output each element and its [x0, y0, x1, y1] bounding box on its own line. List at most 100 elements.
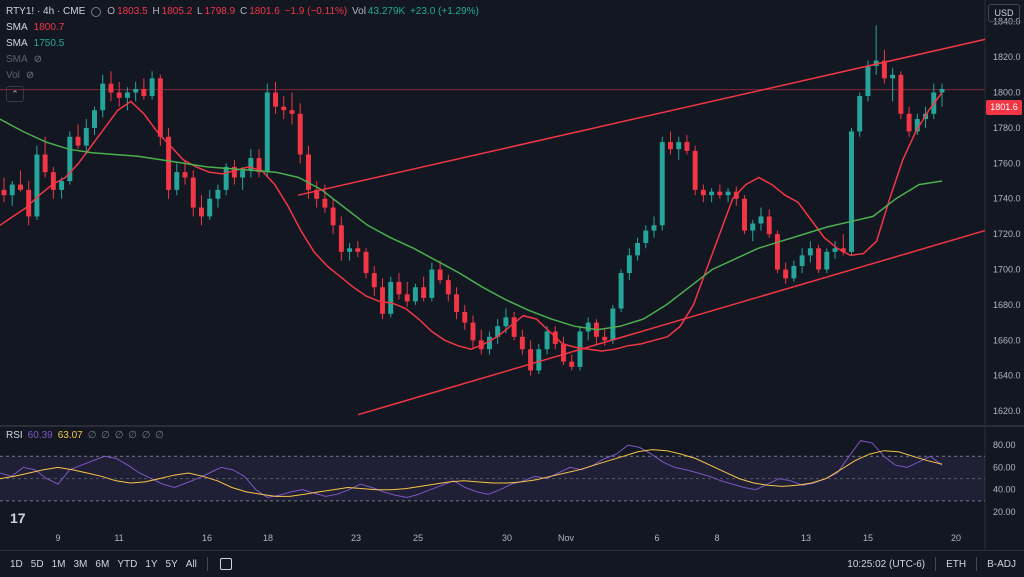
candle-body — [799, 255, 805, 266]
candle-body — [890, 74, 896, 79]
indicator-value: 1800.7 — [33, 22, 65, 33]
indicator-sma-fast[interactable]: SMA 1800.7 — [6, 20, 481, 36]
calendar-icon[interactable] — [219, 558, 232, 570]
timeframe-5y[interactable]: 5Y — [165, 558, 178, 570]
candle-body — [717, 191, 723, 196]
candle-body — [840, 248, 846, 252]
price-tick-label: 1700.0 — [993, 265, 1021, 275]
price-tick-label: 1800.0 — [993, 88, 1021, 98]
candle-body — [190, 177, 196, 208]
symbol-title[interactable]: RTY1! · 4h · CME — [6, 6, 86, 17]
candle-body — [421, 287, 427, 298]
candle-body — [585, 322, 591, 332]
candle-body — [83, 127, 89, 146]
candle-body — [709, 191, 715, 196]
collapse-legend-button[interactable]: ⌃ — [6, 86, 24, 102]
price-tick-label: 1760.0 — [993, 158, 1021, 168]
candle-body — [914, 119, 920, 132]
candle-body — [297, 113, 303, 155]
timeframe-1d[interactable]: 1D — [10, 558, 23, 570]
candle-body — [396, 281, 402, 295]
chart-canvas[interactable]: 1840.01820.01800.01780.01760.01740.01720… — [0, 0, 1024, 550]
candle-body — [783, 269, 789, 279]
candle-body — [404, 294, 410, 302]
candle-body — [380, 287, 385, 314]
adjustment-toggle[interactable]: B-ADJ — [987, 558, 1016, 570]
candle-body — [528, 349, 534, 371]
rsi-ma-value: 63.07 — [57, 430, 83, 441]
candle-body — [774, 234, 780, 270]
candle-body — [166, 136, 172, 190]
low-label: L — [197, 6, 203, 17]
candle-body — [816, 248, 822, 270]
candle-body — [42, 154, 48, 173]
candle-body — [124, 92, 130, 98]
candle-body — [223, 166, 229, 190]
candle-body — [157, 78, 163, 137]
currency-selector[interactable]: USD — [988, 4, 1020, 22]
candle-body — [610, 308, 616, 341]
indicator-sma-slow[interactable]: SMA 1750.5 — [6, 36, 481, 52]
candle-body — [17, 184, 23, 190]
rsi-ma-line — [0, 449, 943, 497]
tradingview-logo-icon[interactable]: 17 — [10, 510, 26, 526]
candle-body — [108, 83, 114, 93]
candle-body — [766, 216, 772, 235]
eye-off-icon[interactable]: ⊘ — [25, 70, 35, 81]
candle-body — [881, 60, 887, 79]
timeframe-ytd[interactable]: YTD — [117, 558, 138, 570]
candle-body — [791, 265, 797, 279]
candle-body — [684, 142, 690, 151]
timeframe-3m[interactable]: 3M — [73, 558, 88, 570]
candle-body — [330, 207, 336, 226]
timeframe-1y[interactable]: 1Y — [145, 558, 158, 570]
candle-body — [231, 166, 237, 178]
rsi-tick-label: 60.00 — [993, 462, 1016, 472]
time-tick-label: 30 — [502, 533, 512, 543]
candle-body — [338, 225, 344, 252]
time-tick-label: 13 — [801, 533, 811, 543]
candle-body — [626, 255, 632, 274]
sma-fast-line — [0, 92, 943, 352]
rsi-name[interactable]: RSI — [6, 430, 23, 441]
eye-off-icon[interactable]: ⊘ — [33, 54, 43, 65]
clock-time[interactable]: 10:25:02 (UTC-6) — [847, 558, 926, 570]
timeframe-1m[interactable]: 1M — [51, 558, 66, 570]
candle-body — [182, 172, 188, 178]
candle-body — [519, 336, 525, 350]
candle-body — [26, 189, 32, 217]
volume-label: Vol — [352, 6, 366, 17]
candle-body — [725, 191, 731, 196]
candle-body — [149, 78, 155, 97]
lower-trendline — [357, 229, 986, 416]
indicator-name: SMA — [6, 22, 28, 33]
divider — [976, 557, 978, 571]
candle-body — [437, 269, 443, 281]
open-label: O — [107, 6, 116, 17]
ohlc-values: O 1803.5 H 1805.2 L 1798.9 C 1801.6 −1.9 (−0… — [107, 4, 481, 20]
timeframe-6m[interactable]: 6M — [95, 558, 110, 570]
rsi-empty-values: ∅ ∅ ∅ ∅ ∅ ∅ — [87, 430, 165, 441]
indicator-vol-hidden[interactable]: Vol ⊘ — [6, 68, 481, 84]
candle-body — [215, 189, 221, 199]
candle-body — [59, 181, 65, 190]
candle-body — [824, 251, 830, 270]
timeframe-5d[interactable]: 5D — [30, 558, 44, 570]
price-tick-label: 1720.0 — [993, 229, 1021, 239]
ohlc-row: RTY1! · 4h · CME O 1803.5 H 1805.2 L 1798.9… — [6, 4, 481, 20]
candle-body — [898, 74, 904, 114]
candle-body — [273, 92, 278, 107]
candle-body — [75, 136, 81, 146]
candle-body — [495, 326, 501, 337]
session-toggle[interactable]: ETH — [946, 558, 967, 570]
high-label: H — [152, 6, 160, 17]
volume-change: +23.0 (+1.29%) — [409, 6, 479, 17]
candle-body — [264, 92, 270, 173]
candle-body — [700, 189, 706, 196]
indicator-sma-hidden[interactable]: SMA ⊘ — [6, 52, 481, 68]
market-status-icon[interactable] — [91, 7, 102, 17]
timeframe-all[interactable]: All — [185, 558, 197, 570]
candle-body — [429, 269, 435, 298]
candle-body — [676, 142, 682, 150]
